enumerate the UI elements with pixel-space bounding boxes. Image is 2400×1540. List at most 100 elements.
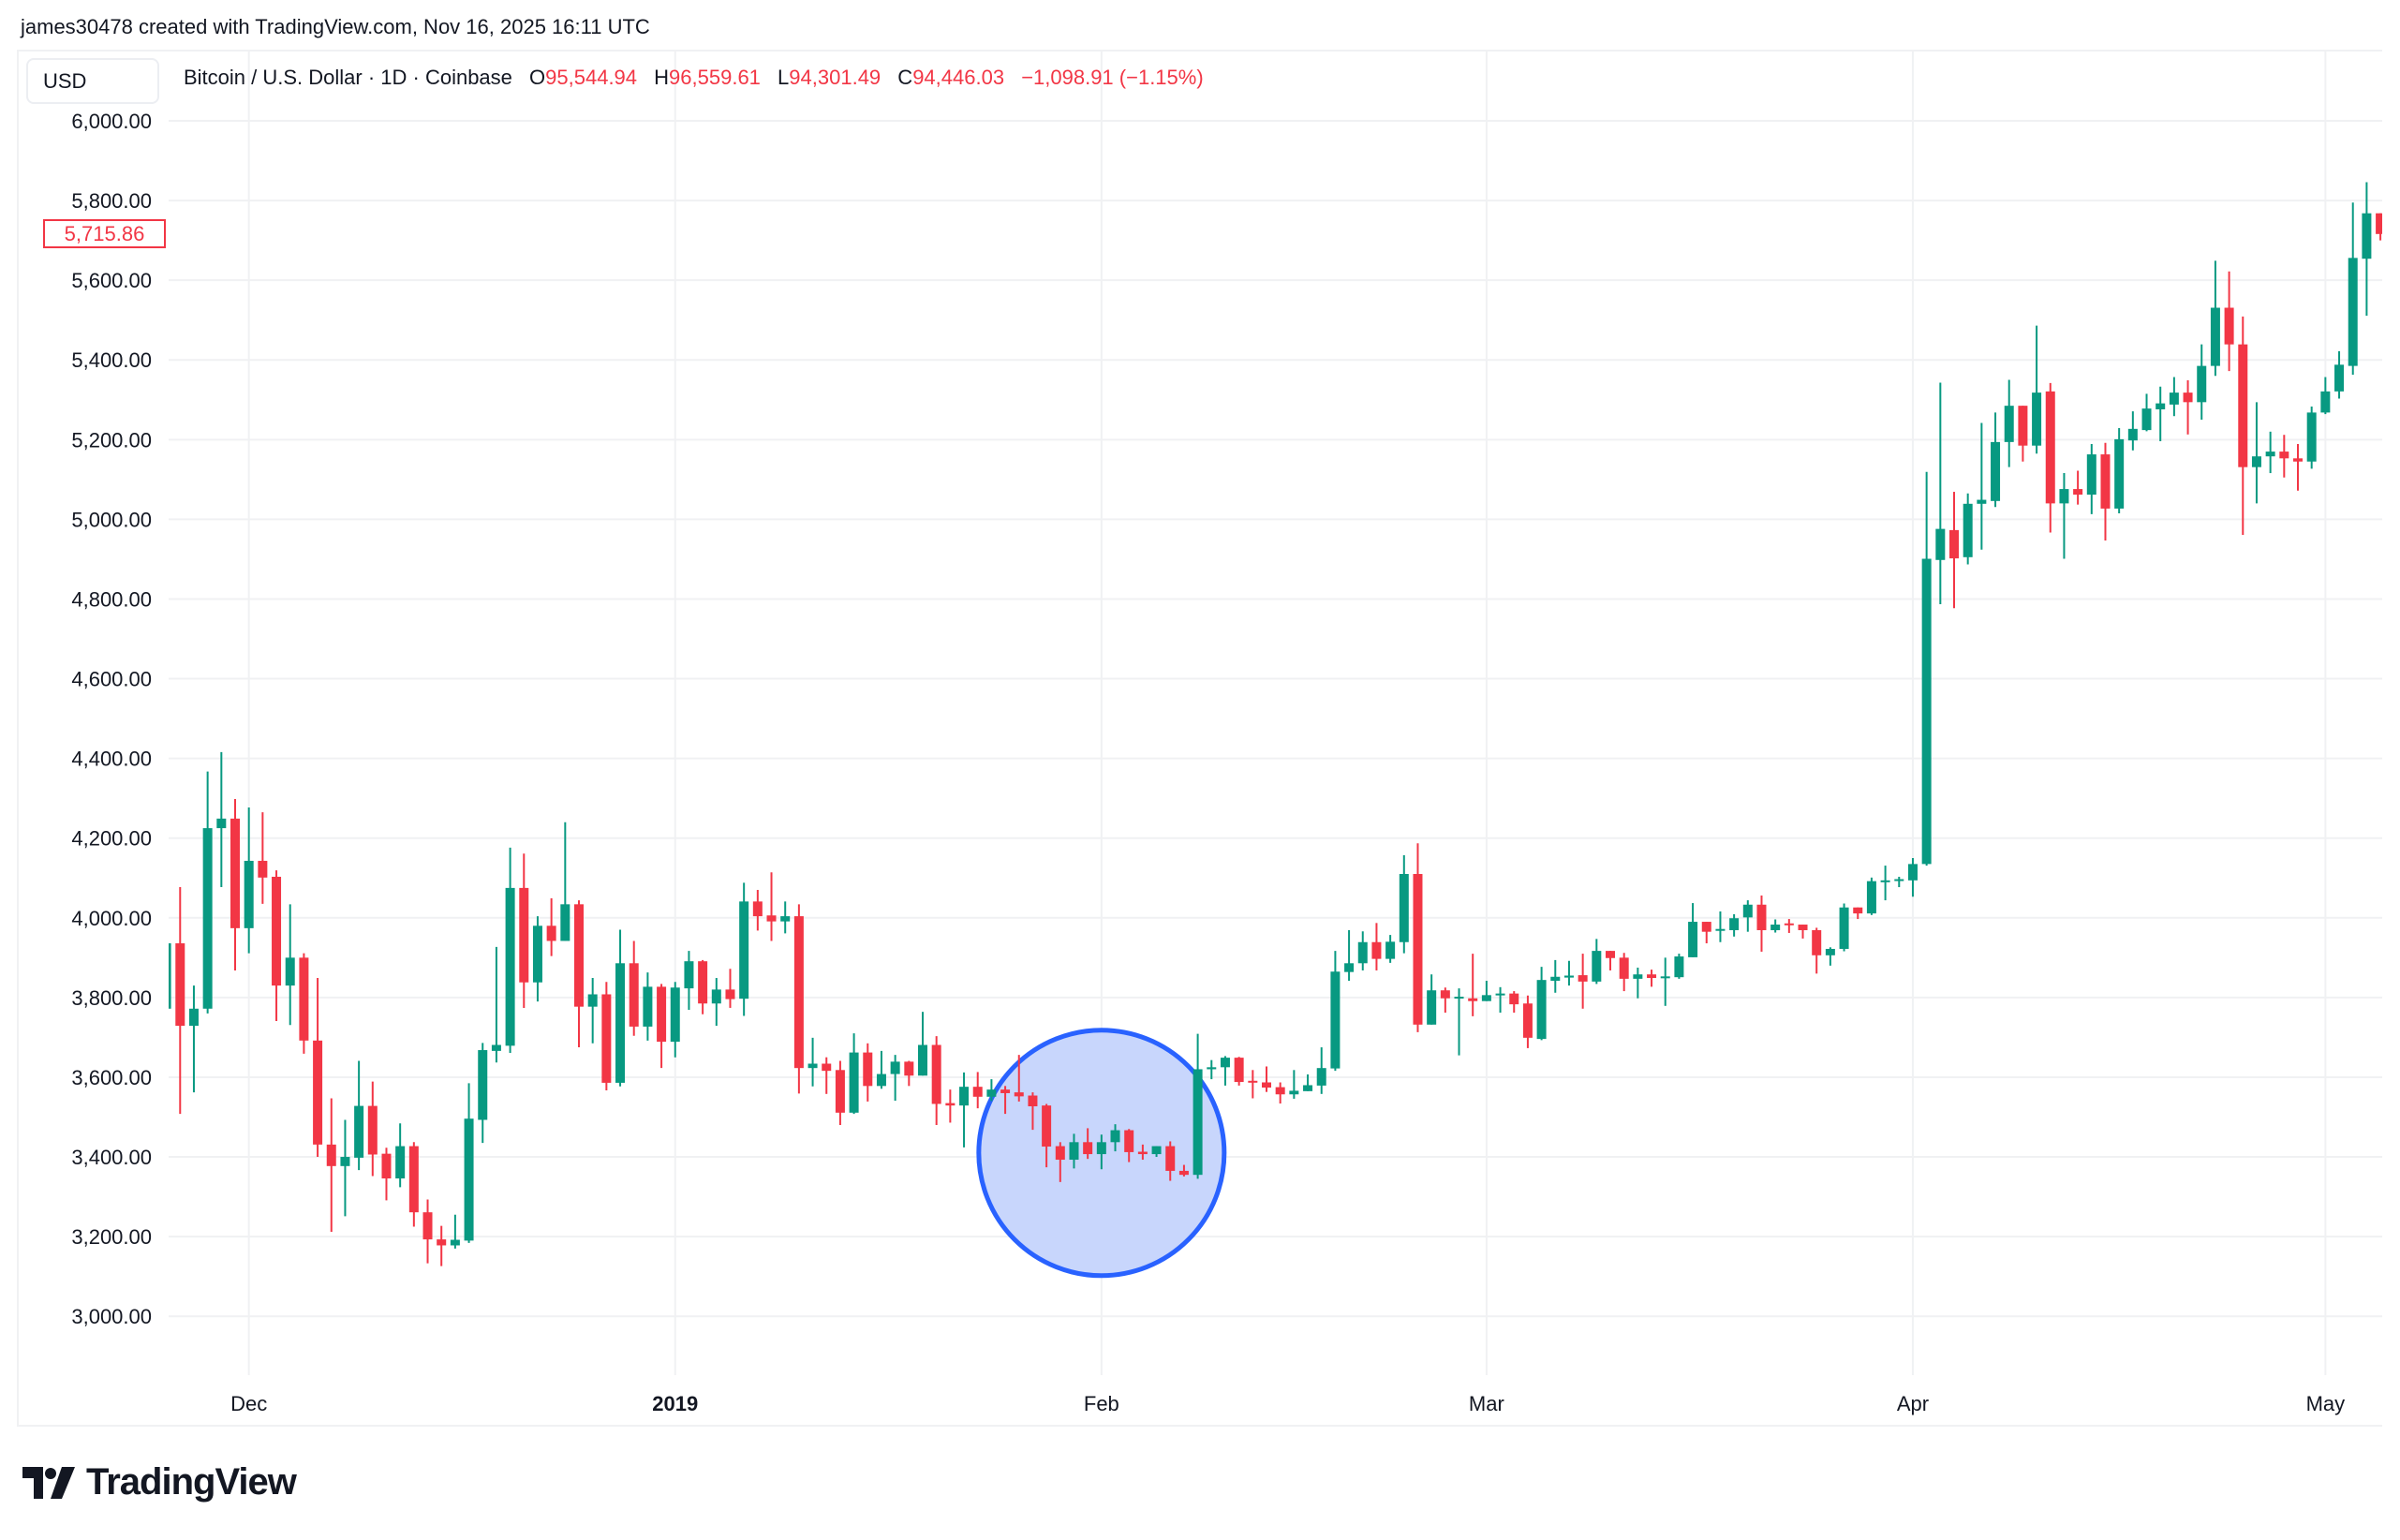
candle-up [918,1012,927,1076]
candle-down [1853,907,1863,920]
candle-up [450,1214,460,1249]
candle-up [1880,866,1890,901]
candle-body [657,986,667,1043]
y-tick-label: 4,200.00 [71,827,152,851]
high-value: 96,559.61 [669,66,761,89]
candle-down [1262,1066,1271,1092]
candle-down [313,978,323,1158]
tradingview-logo[interactable]: TradingView [22,1461,297,1503]
candle-down [1798,925,1808,939]
candle-body [1454,997,1464,1000]
open-label: O [529,66,546,89]
candle-body [670,987,680,1043]
change-value: −1,098.91 (−1.15%) [1021,66,1204,89]
candle-down [258,812,268,904]
candle-down [381,1148,392,1201]
candle-body [1481,995,1491,1001]
candle-body [1151,1146,1162,1155]
candle-body [230,818,240,928]
candle-up [216,751,227,888]
candle-body [313,1040,323,1145]
candle-down [725,969,735,1008]
candle-body [2127,428,2138,441]
candle-up [2032,325,2042,454]
candle-body [1137,1151,1148,1155]
candle-body [1715,928,1726,931]
candle-up [2265,431,2275,474]
candle-down [2018,406,2028,462]
candle-body [2238,344,2248,467]
candle-up [2156,386,2166,442]
x-tick-label: 2019 [652,1392,698,1415]
candle-body [285,957,295,986]
candle-up [464,1083,474,1243]
candle-body [2086,454,2096,496]
candle-up [1633,967,1643,999]
candle-body [1798,925,1808,930]
x-tick-label: Mar [1469,1392,1504,1415]
candle-down [175,887,185,1115]
last-price-label: 5,715.86 [43,219,166,248]
candle-body [1055,1146,1065,1161]
candle-body [381,1153,392,1179]
candle-body [1935,528,1946,560]
candle-body [2197,365,2207,403]
candle-up [1427,974,1437,1025]
candle-body [629,963,639,1027]
currency-button[interactable]: USD [26,58,159,104]
candle-body [367,1105,378,1155]
chart-frame [17,50,2382,1427]
candle-body [1536,980,1547,1040]
candle-up [2306,407,2317,469]
y-tick-label: 4,400.00 [71,748,152,771]
candle-body [1330,971,1341,1069]
candle-down [2183,379,2193,435]
candle-up [505,847,515,1054]
candle-up [1385,935,1396,963]
candle-body [1606,951,1615,958]
candle-body [1784,923,1794,925]
candle-body [1592,951,1602,982]
candle-body [1633,974,1643,979]
candle-body [326,1144,336,1166]
candle-down [1440,987,1450,1014]
candle-up [1592,939,1602,985]
candle-up [1963,493,1973,565]
open-value: 95,544.94 [545,66,638,89]
candle-down [601,982,612,1090]
candle-body [766,915,777,922]
candle-down [1606,951,1615,970]
candle-body [2306,412,2317,462]
candle-body [1949,529,1959,559]
candle-up [2210,260,2220,377]
y-tick-label: 5,600.00 [71,269,152,292]
candle-body [2032,392,2042,446]
candle-up [1674,954,1684,979]
candle-up [849,1033,859,1115]
candle-body [2210,307,2220,366]
candle-down [766,872,777,941]
candle-down [931,1036,941,1126]
candle-down [1000,1086,1011,1115]
candle-down [1014,1055,1024,1102]
candle-up [395,1123,406,1188]
y-tick-label: 5,200.00 [71,428,152,452]
candle-up [2251,402,2261,504]
candle-body [1839,907,1849,949]
candle-body [1427,990,1437,1025]
candle-up [2086,443,2096,514]
x-tick-label: May [2306,1392,2346,1415]
candle-down [574,900,584,1048]
candle-body [2004,406,2014,442]
candle-body [835,1070,845,1113]
candle-up [1096,1134,1106,1170]
close-value: 94,446.03 [912,66,1005,89]
candle-body [574,904,584,1007]
candle-up [1151,1146,1162,1158]
candle-body [1207,1067,1217,1070]
candle-body [422,1212,433,1240]
candle-body [752,901,763,917]
candle-up [354,1060,364,1171]
candle-down [1124,1129,1134,1162]
